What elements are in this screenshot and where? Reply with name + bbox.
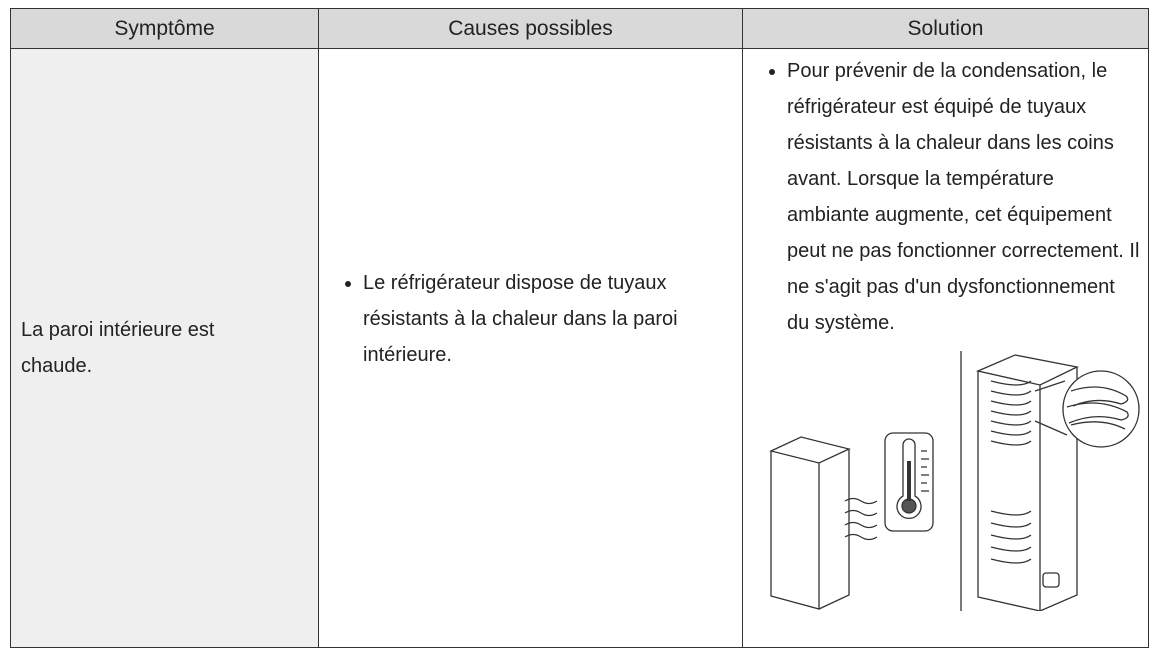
heat-waves bbox=[844, 497, 878, 541]
illustration bbox=[769, 351, 1140, 611]
zoom-line bbox=[1034, 380, 1066, 392]
symptom-text: La paroi intérieure est chaude. bbox=[21, 319, 215, 377]
cause-cell: Le réfrigérateur dispose de tuyaux résis… bbox=[318, 48, 743, 648]
symptom-cell: La paroi intérieure est chaude. bbox=[10, 48, 319, 648]
solution-list: Pour prévenir de la condensation, le réf… bbox=[753, 53, 1140, 341]
header-cell: Symptôme bbox=[10, 8, 319, 49]
fridge-outline bbox=[769, 436, 851, 610]
header-cell: Causes possibles bbox=[318, 8, 743, 49]
troubleshooting-table: Symptôme Causes possibles Solution La pa… bbox=[10, 8, 1149, 648]
zoom-line bbox=[1034, 420, 1068, 436]
solution-cell: Pour prévenir de la condensation, le réf… bbox=[742, 48, 1149, 648]
body-row: La paroi intérieure est chaude. Le réfri… bbox=[10, 48, 1149, 648]
thermometer bbox=[896, 438, 922, 520]
cause-list: Le réfrigérateur dispose de tuyaux résis… bbox=[329, 265, 730, 373]
header-row: Symptôme Causes possibles Solution bbox=[10, 8, 1149, 49]
thermometer-scale bbox=[921, 450, 929, 492]
thermometer-bulb bbox=[901, 498, 917, 514]
compressor bbox=[1042, 572, 1060, 588]
coil-top bbox=[990, 380, 1032, 446]
coil-bottom bbox=[990, 510, 1032, 564]
fridge-back bbox=[975, 354, 1080, 611]
thermometer-frame bbox=[884, 432, 934, 532]
header-cell: Solution bbox=[742, 8, 1149, 49]
solution-text: Pour prévenir de la condensation, le réf… bbox=[787, 53, 1140, 341]
zoom-circle bbox=[1062, 370, 1140, 448]
cause-text: Le réfrigérateur dispose de tuyaux résis… bbox=[363, 265, 730, 373]
zoom-coil bbox=[1066, 386, 1129, 430]
